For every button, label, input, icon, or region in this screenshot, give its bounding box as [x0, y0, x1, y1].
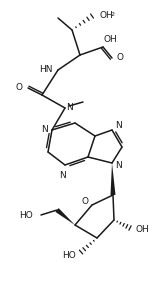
Text: N: N	[66, 103, 73, 111]
Polygon shape	[110, 163, 115, 195]
Polygon shape	[55, 208, 75, 225]
Text: HN: HN	[40, 66, 53, 74]
Text: O: O	[16, 84, 23, 93]
Text: OH: OH	[100, 11, 114, 19]
Text: OH: OH	[136, 225, 150, 233]
Text: O: O	[82, 198, 89, 207]
Text: N: N	[41, 125, 48, 135]
Text: O: O	[117, 54, 124, 62]
Text: HO: HO	[62, 251, 76, 260]
Text: N: N	[60, 171, 66, 180]
Text: HO: HO	[19, 211, 33, 221]
Text: 2: 2	[111, 13, 115, 17]
Text: N: N	[115, 121, 122, 131]
Text: OH: OH	[104, 36, 118, 44]
Text: N: N	[115, 162, 122, 170]
